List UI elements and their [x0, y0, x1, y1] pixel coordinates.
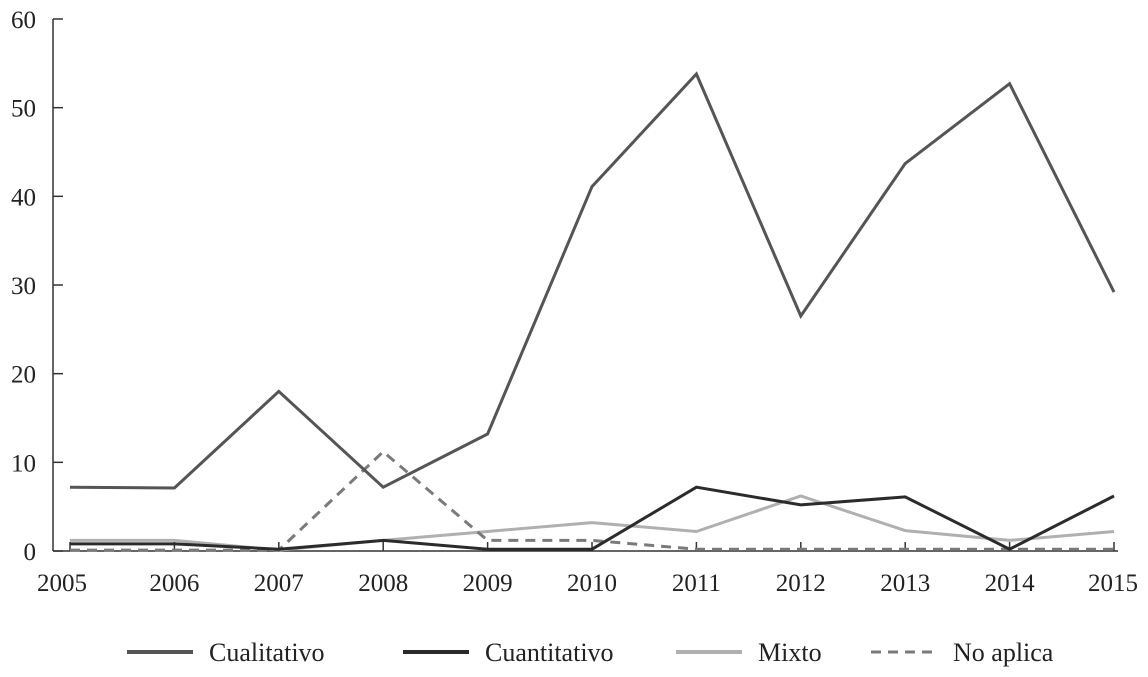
y-tick-label: 10 — [11, 450, 36, 477]
x-tick-label: 2010 — [567, 570, 617, 597]
chart-legend: Cualitativo Cuantitativo Mixto No aplica — [127, 638, 1054, 667]
x-tick-label: 2008 — [358, 570, 408, 597]
y-tick-label: 0 — [24, 539, 37, 566]
x-tick-label: 2012 — [776, 570, 826, 597]
x-tick-label: 2007 — [254, 570, 304, 597]
y-tick-label: 50 — [11, 96, 36, 123]
legend-label: Mixto — [758, 638, 822, 667]
x-tick-label: 2005 — [37, 570, 87, 597]
y-tick-label: 20 — [11, 362, 36, 389]
y-tick-label: 40 — [11, 184, 36, 211]
chart-series — [69, 71, 1116, 552]
legend-label: Cuantitativo — [485, 638, 614, 667]
y-tick-label: 30 — [11, 273, 36, 300]
y-tick-label: 60 — [11, 7, 36, 34]
x-tick-label: 2015 — [1088, 570, 1138, 597]
x-tick-label: 2011 — [672, 570, 721, 597]
chart-axes: 0 10 20 30 40 50 60 2005 2006 2007 2008 2009 2010 201… — [11, 7, 1138, 597]
x-tick-label: 2009 — [463, 570, 513, 597]
series-line-cualitativo — [69, 71, 1116, 490]
x-tick-label: 2013 — [880, 570, 930, 597]
x-tick-label: 2014 — [985, 570, 1036, 597]
legend-label: No aplica — [953, 638, 1054, 667]
series-line-no-aplica — [70, 449, 1114, 552]
x-tick-label: 2006 — [149, 570, 199, 597]
legend-label: Cualitativo — [209, 638, 325, 667]
series-line-cuantitativo — [70, 485, 1115, 551]
